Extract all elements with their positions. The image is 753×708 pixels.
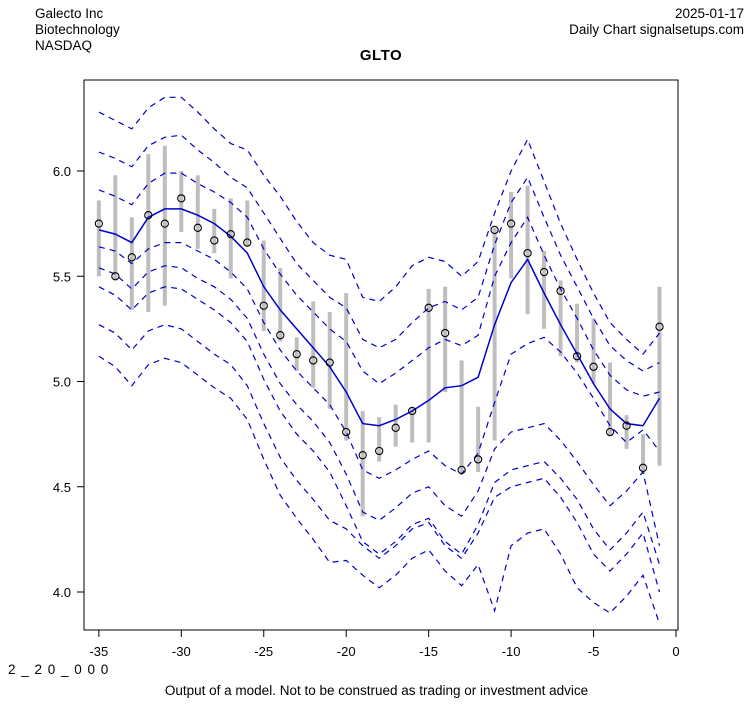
model-id-label: 2 _ 2 0 _ 0 0 0 [8,662,110,677]
y-axis-tick-label: 5.0 [53,375,71,390]
close-price-marker [342,427,351,437]
x-axis-tick-label: 0 [672,644,679,659]
quantile-lower-1-line [98,242,660,479]
close-price-marker [589,362,598,371]
close-price-marker [440,328,450,338]
close-price-marker [457,465,466,475]
company-name: Galecto Inc [35,6,104,21]
x-axis-tick-label: -15 [419,644,438,659]
close-price-marker [424,303,433,312]
y-axis-tick-label: 6.0 [53,164,71,179]
close-price-marker [127,253,136,262]
chart-source: Daily Chart signalsetups.com [569,22,744,37]
close-price-marker [111,272,120,281]
close-price-marker [259,301,268,310]
quantile-lower-3-line [98,286,661,565]
close-price-marker [292,349,301,359]
close-price-marker [391,423,400,432]
chart-date: 2025-01-17 [674,6,744,21]
close-price-marker [622,421,631,430]
close-price-marker [539,267,549,277]
quantile-lower-2-line [98,265,661,546]
close-price-marker [638,463,648,472]
close-price-marker [473,455,483,464]
quantile-lower-5-line [98,355,661,624]
close-price-marker [572,352,582,361]
close-price-marker [276,331,285,340]
x-axis-tick-label: -35 [89,644,108,659]
x-axis-tick-label: -20 [337,644,356,659]
close-price-marker [177,194,186,203]
close-price-marker [325,358,334,367]
quantile-upper-1-line [98,172,660,397]
close-price-marker [94,219,103,228]
quantile-lower-4-line [98,324,661,593]
close-price-marker [375,446,384,456]
x-axis-tick-label: -30 [172,644,191,659]
median-forecast-line [98,208,661,427]
close-price-marker [408,406,417,416]
x-axis-tick-label: -25 [254,644,273,659]
y-axis-tick-label: 4.0 [53,585,71,600]
disclaimer-text: Output of a model. Not to be construed a… [164,683,589,698]
ticker-info-block: Galecto Inc Biotechnology NASDAQ [35,6,120,54]
company-exchange: NASDAQ [35,38,93,53]
close-price-marker [193,223,202,232]
close-price-marker [226,229,235,239]
close-price-marker [490,225,499,235]
close-price-marker [160,219,169,228]
close-price-marker [655,322,664,331]
close-price-marker [144,211,153,220]
close-price-marker [523,248,532,258]
quantile-upper-2-line [98,134,660,372]
page-title: GLTO [359,47,403,64]
close-price-marker [358,451,367,460]
plot-border [83,79,679,631]
close-price-marker [210,236,219,245]
x-axis-tick-label: -10 [502,644,521,659]
close-price-marker [309,356,318,365]
y-axis-tick-label: 4.5 [53,480,71,495]
company-sector: Biotechnology [35,22,120,37]
close-price-marker [243,238,252,247]
y-axis-tick-label: 5.5 [53,269,71,284]
close-price-marker [605,427,615,437]
close-price-marker [506,219,516,228]
x-axis-tick-label: -5 [588,644,600,659]
quantile-upper-3-line [98,96,660,355]
close-price-marker [556,286,565,296]
chart-meta-block: 2025-01-17 Daily Chart signalsetups.com [569,6,744,38]
